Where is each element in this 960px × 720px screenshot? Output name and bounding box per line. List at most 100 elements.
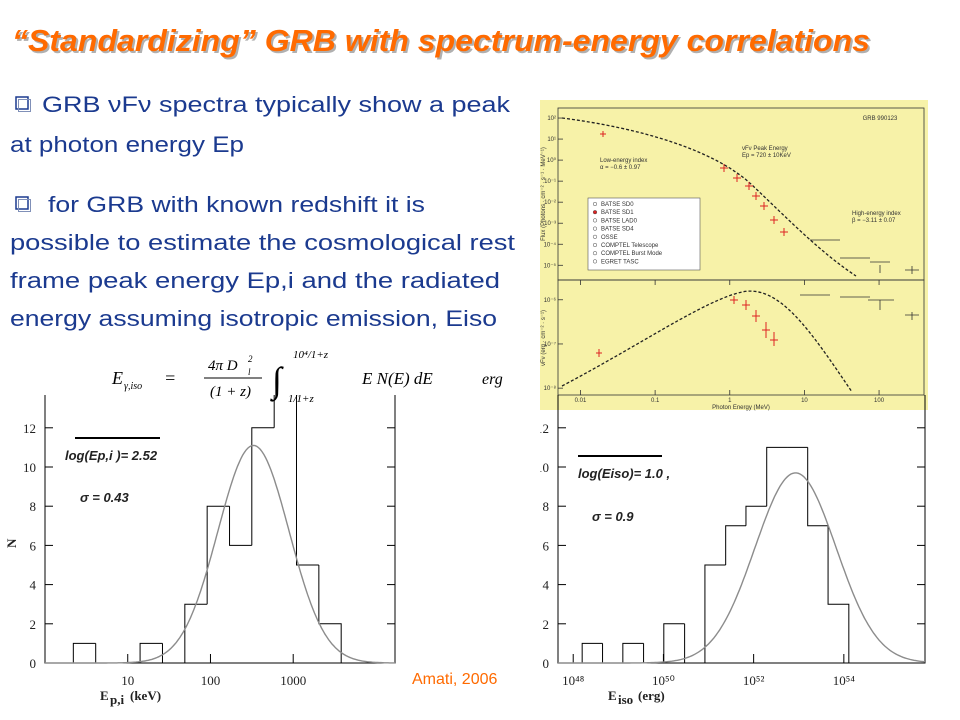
upper-limits xyxy=(800,239,919,320)
bullet-line: energy assuming isotropic emission, Eiso xyxy=(10,306,497,331)
y-tick-label: 8 xyxy=(543,499,550,514)
fit-curve xyxy=(558,472,926,664)
histogram-bin xyxy=(807,447,829,527)
histogram-bin xyxy=(273,395,275,428)
legend-entry: BATSE SD1 xyxy=(601,210,634,216)
y-tick-label: 10⁻⁷ xyxy=(544,341,556,348)
histogram-bin xyxy=(766,446,788,507)
x-tick-label: 10⁵⁰ xyxy=(652,673,675,688)
y-tick-label: 2 xyxy=(30,617,37,632)
annotation: νFν Peak Energy xyxy=(742,146,788,152)
legend-symbol xyxy=(592,226,598,231)
x-tick-label: 10⁴⁸ xyxy=(562,673,585,688)
bullet-icon xyxy=(15,96,29,110)
legend-symbol xyxy=(592,210,598,215)
annotation: Low-energy index xyxy=(600,158,647,164)
y-tick-label: 10⁻⁵ xyxy=(544,262,557,269)
x-axis-label-unit: (keV) xyxy=(130,688,161,703)
annotation: σ = 0.9 xyxy=(592,509,634,524)
legend-symbol xyxy=(592,218,598,223)
y-tick-label: 10⁰ xyxy=(547,157,557,164)
histogram-bin xyxy=(725,525,746,565)
histogram-bin xyxy=(684,623,705,664)
y-tick-label: 10¹ xyxy=(547,137,556,143)
histogram-bin xyxy=(184,603,208,663)
histogram-bin xyxy=(72,642,96,663)
fit-curve xyxy=(45,444,395,664)
credit: Amati, 2006 xyxy=(412,671,497,688)
x-tick-label: 0.1 xyxy=(651,398,660,404)
histogram-bin xyxy=(318,565,342,663)
eq-numerator: 4π D xyxy=(208,358,238,374)
y-tick-label: 8 xyxy=(30,499,37,514)
y-tick-label: 0 xyxy=(30,656,37,671)
y-axis-label: Flux (Photons · cm⁻² · s⁻¹ · MeV⁻¹) xyxy=(541,147,547,241)
axis-frame xyxy=(44,395,396,664)
eq-upper: 10⁴/1+z xyxy=(293,349,329,361)
annotation: σ = 0.43 xyxy=(80,490,130,505)
y-tick-label: 0 xyxy=(543,656,550,671)
x-axis-label: E xyxy=(100,688,109,703)
y-tick-label: 6 xyxy=(30,538,37,553)
histogram-bin xyxy=(643,643,664,664)
histogram-bin xyxy=(251,427,275,546)
histogram-bin xyxy=(745,505,767,526)
bullet-line: frame peak energy Ep,i and the radiated xyxy=(10,268,500,293)
legend-symbol xyxy=(592,234,598,239)
annotation: α = −0.6 ± 0.97 xyxy=(600,165,641,171)
x-tick-label: 100 xyxy=(874,398,885,404)
x-tick-label: 0.01 xyxy=(575,398,587,404)
bullet-line: for GRB with known redshift it is xyxy=(48,192,425,217)
title-shadow: “Standardizing” GRB with spectrum-energy… xyxy=(14,25,872,60)
x-tick-label: 1000 xyxy=(280,673,306,688)
y-tick-label: 10² xyxy=(547,116,556,122)
histogram-bin xyxy=(95,643,118,664)
annotation: High-energy index xyxy=(852,211,901,217)
data-points xyxy=(596,131,788,357)
y-tick-label: 10 xyxy=(536,460,549,475)
title: “Standardizing” GRB with spectrum-energy… xyxy=(12,23,870,58)
eq-integral: ∫ xyxy=(270,360,284,402)
x-axis-label: E xyxy=(608,688,617,703)
x-tick-label: 10⁵⁴ xyxy=(833,673,856,688)
x-axis-label-unit: (erg) xyxy=(638,688,665,703)
bullet-icon-shadow xyxy=(18,199,31,212)
bullet-line: possible to estimate the cosmological re… xyxy=(10,230,515,255)
legend-entry: BATSE SD0 xyxy=(601,202,634,208)
legend-symbol xyxy=(592,201,598,207)
y-tick-label: 12 xyxy=(536,421,549,436)
y-axis-label: N xyxy=(528,538,543,548)
eq-numerator-sub: l xyxy=(248,367,251,377)
histogram-bin xyxy=(581,642,603,663)
legend-entry: OSSE xyxy=(601,235,618,241)
axis-frame xyxy=(557,395,926,664)
histogram-bin xyxy=(602,643,623,664)
x-tick-label: 10 xyxy=(121,673,134,688)
y-tick-label: 10⁻¹ xyxy=(544,179,556,185)
y-tick-label: 10⁻⁸ xyxy=(544,385,557,392)
annotation: log(Eiso)= 1.0 , xyxy=(578,466,670,481)
legend-symbol xyxy=(592,242,598,248)
eq-integrand: E N(E) dE xyxy=(361,369,433,388)
histogram-bin xyxy=(827,525,850,663)
legend-box xyxy=(587,197,701,271)
annotation: log(Ep,i )= 2.52 xyxy=(65,448,158,463)
panel-frame xyxy=(557,279,925,396)
eq-numerator-sup: 2 xyxy=(248,354,253,364)
legend-entry: EGRET TASC xyxy=(601,259,639,265)
y-tick-label: 6 xyxy=(543,538,550,553)
eq-unit: erg xyxy=(482,371,503,388)
histogram-bin xyxy=(663,623,685,663)
legend-symbol xyxy=(592,259,598,264)
y-tick-label: 10⁻⁴ xyxy=(544,241,557,248)
figure-title: GRB 990123 xyxy=(863,116,898,122)
legend-entry: BATSE SD4 xyxy=(601,227,634,233)
legend-entry: BATSE LAD0 xyxy=(601,218,638,224)
y-tick-label: 2 xyxy=(543,617,550,632)
y-tick-label: 4 xyxy=(30,578,37,593)
annotation: β = −3.11 ± 0.07 xyxy=(852,218,896,224)
legend-symbol xyxy=(592,251,598,256)
y-tick-label: 10⁻³ xyxy=(544,221,556,227)
histogram-bin xyxy=(622,642,644,663)
